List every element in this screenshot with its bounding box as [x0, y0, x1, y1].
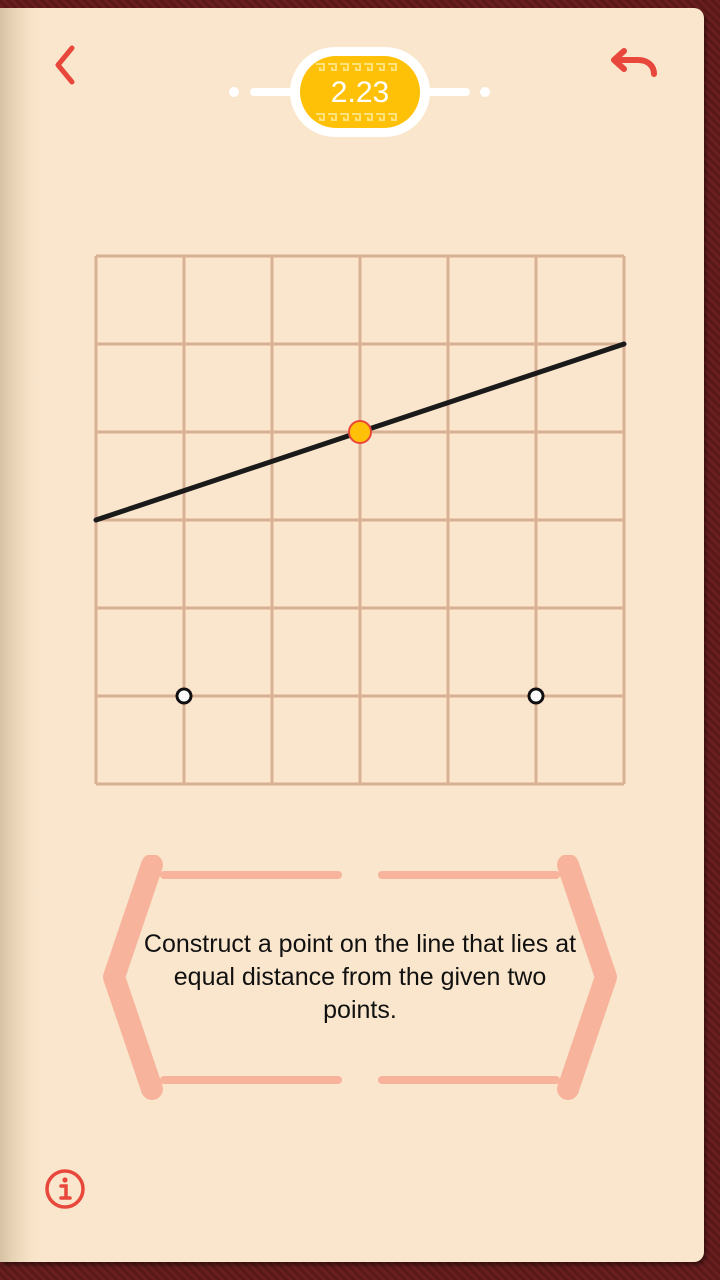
level-indicator: [220, 44, 500, 140]
progress-dot-left: [229, 87, 239, 97]
progress-bar-left: [250, 88, 300, 96]
back-button[interactable]: [46, 40, 86, 90]
page-spine: [0, 8, 40, 1262]
panel-bracket-left: [103, 855, 163, 1100]
chevron-left-icon: [55, 45, 75, 85]
grid: [94, 254, 626, 786]
progress-dot-right: [480, 87, 490, 97]
greek-key-pattern: [316, 63, 397, 121]
undo-button[interactable]: [608, 44, 660, 88]
level-badge: [300, 56, 420, 128]
given-point[interactable]: [527, 687, 545, 705]
info-button[interactable]: [42, 1166, 88, 1212]
panel-bracket-right: [557, 855, 617, 1100]
task-panel: [103, 855, 617, 1100]
undo-arrow-icon: [611, 48, 657, 77]
level-number: 2.23: [330, 76, 390, 109]
puzzle-board[interactable]: [0, 0, 720, 800]
progress-bar-right: [420, 88, 470, 96]
task-description: Construct a point on the line that lies …: [143, 930, 577, 1024]
given-point[interactable]: [175, 687, 193, 705]
highlighted-point[interactable]: [348, 420, 372, 444]
points-layer[interactable]: [175, 420, 545, 705]
info-circle-icon: [45, 1169, 85, 1209]
